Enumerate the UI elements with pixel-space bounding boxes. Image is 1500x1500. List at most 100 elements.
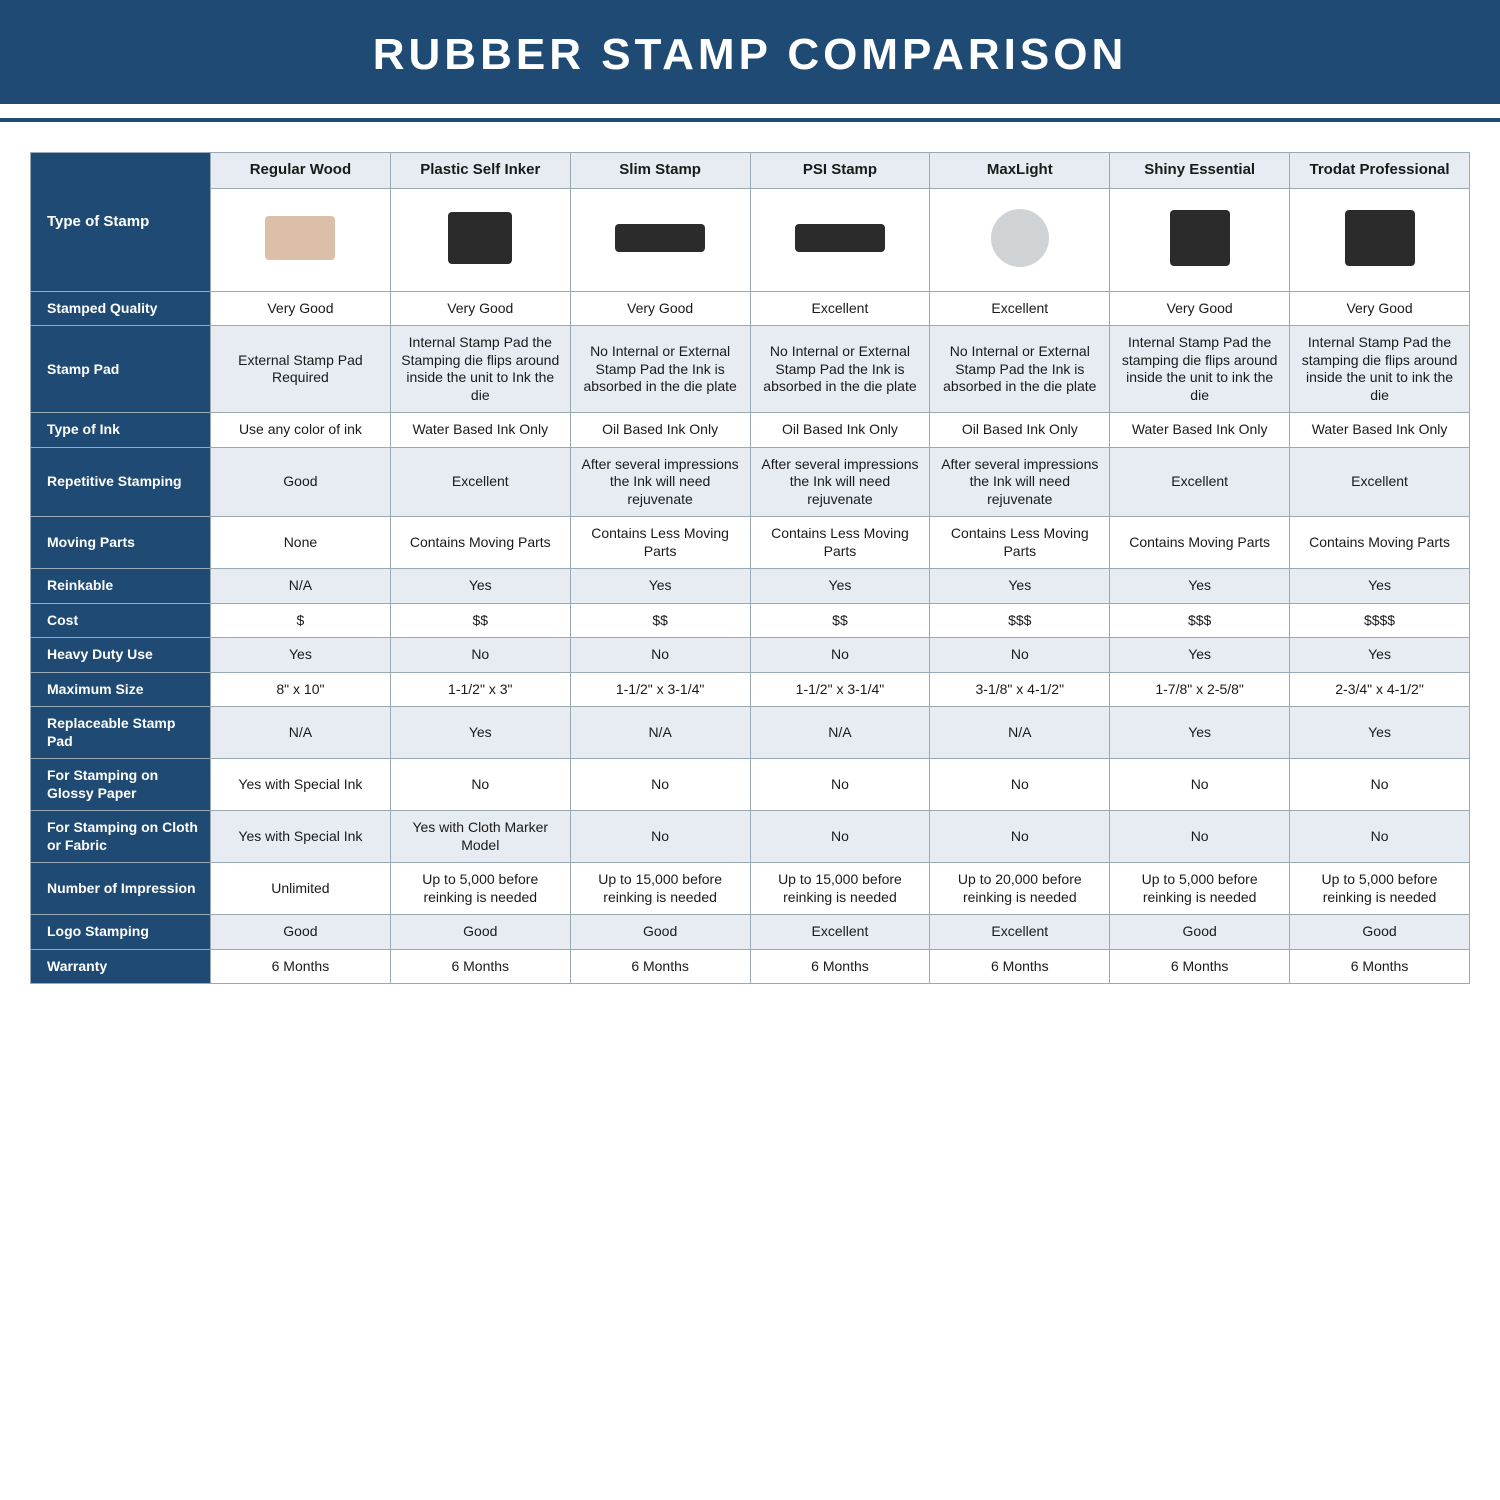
- table-cell: Yes: [1290, 569, 1470, 604]
- table-cell: Oil Based Ink Only: [570, 413, 750, 448]
- table-cell: Up to 5,000 before reinking is needed: [390, 863, 570, 915]
- title-band: RUBBER STAMP COMPARISON: [0, 0, 1500, 104]
- col-header: PSI Stamp: [750, 153, 930, 189]
- table-row: Repetitive StampingGoodExcellentAfter se…: [31, 447, 1470, 517]
- table-cell: Very Good: [1290, 291, 1470, 326]
- col-header: MaxLight: [930, 153, 1110, 189]
- page-title: RUBBER STAMP COMPARISON: [0, 30, 1500, 80]
- table-cell: Contains Less Moving Parts: [930, 517, 1110, 569]
- table-row: Replaceable Stamp PadN/AYesN/AN/AN/AYesY…: [31, 707, 1470, 759]
- table-cell: Yes: [750, 569, 930, 604]
- table-cell: $$$: [930, 603, 1110, 638]
- row-header: Reinkable: [31, 569, 211, 604]
- table-cell: No: [750, 759, 930, 811]
- table-cell: Yes: [390, 707, 570, 759]
- table-cell: After several impressions the Ink will n…: [750, 447, 930, 517]
- col-header: Regular Wood: [211, 153, 391, 189]
- table-cell: 6 Months: [1110, 949, 1290, 984]
- table-cell: Up to 5,000 before reinking is needed: [1110, 863, 1290, 915]
- image-row: [31, 188, 1470, 291]
- table-cell: $$: [750, 603, 930, 638]
- row-header: Logo Stamping: [31, 915, 211, 950]
- stamp-image-cell: [390, 188, 570, 291]
- table-cell: Good: [1290, 915, 1470, 950]
- stamp-image-cell: [211, 188, 391, 291]
- table-row: Cost$$$$$$$$$$$$$$$$$: [31, 603, 1470, 638]
- row-header: For Stamping on Cloth or Fabric: [31, 811, 211, 863]
- table-cell: Very Good: [390, 291, 570, 326]
- comparison-table: Type of Stamp Regular Wood Plastic Self …: [30, 152, 1470, 984]
- table-cell: N/A: [750, 707, 930, 759]
- table-cell: 3-1/8" x 4-1/2": [930, 672, 1110, 707]
- table-cell: No: [390, 759, 570, 811]
- table-cell: No: [930, 638, 1110, 673]
- table-cell: No: [570, 638, 750, 673]
- table-cell: None: [211, 517, 391, 569]
- table-cell: 6 Months: [390, 949, 570, 984]
- table-row: ReinkableN/AYesYesYesYesYesYes: [31, 569, 1470, 604]
- page: RUBBER STAMP COMPARISON Type of Stamp Re…: [0, 0, 1500, 1500]
- stamp-image-cell: [930, 188, 1110, 291]
- col-header: Plastic Self Inker: [390, 153, 570, 189]
- table-cell: Yes: [211, 638, 391, 673]
- table-cell: $$: [570, 603, 750, 638]
- table-cell: Very Good: [211, 291, 391, 326]
- table-cell: Good: [1110, 915, 1290, 950]
- table-cell: No: [1290, 759, 1470, 811]
- table-cell: Up to 15,000 before reinking is needed: [750, 863, 930, 915]
- stamp-image-cell: [570, 188, 750, 291]
- wood-stamp-icon: [265, 216, 335, 260]
- table-cell: Oil Based Ink Only: [750, 413, 930, 448]
- table-cell: Excellent: [930, 915, 1110, 950]
- table-cell: Water Based Ink Only: [1290, 413, 1470, 448]
- table-row: Maximum Size8" x 10"1-1/2" x 3"1-1/2" x …: [31, 672, 1470, 707]
- table-cell: N/A: [570, 707, 750, 759]
- table-cell: N/A: [211, 569, 391, 604]
- table-cell: No: [1110, 811, 1290, 863]
- table-cell: Yes: [1110, 569, 1290, 604]
- table-cell: Yes with Cloth Marker Model: [390, 811, 570, 863]
- table-cell: No: [1110, 759, 1290, 811]
- table-cell: Excellent: [750, 915, 930, 950]
- table-cell: Water Based Ink Only: [390, 413, 570, 448]
- table-cell: Yes: [1110, 707, 1290, 759]
- table-cell: Good: [570, 915, 750, 950]
- row-header: Repetitive Stamping: [31, 447, 211, 517]
- row-header: Heavy Duty Use: [31, 638, 211, 673]
- trodat-professional-icon: [1345, 210, 1415, 266]
- table-cell: Good: [211, 915, 391, 950]
- table-row: For Stamping on Glossy PaperYes with Spe…: [31, 759, 1470, 811]
- maxlight-icon: [991, 209, 1049, 267]
- stamp-image-cell: [750, 188, 930, 291]
- table-cell: No Internal or External Stamp Pad the In…: [750, 326, 930, 413]
- row-header: Stamp Pad: [31, 326, 211, 413]
- table-cell: Excellent: [1290, 447, 1470, 517]
- row-header: Cost: [31, 603, 211, 638]
- table-cell: Very Good: [1110, 291, 1290, 326]
- plastic-self-inker-icon: [448, 212, 512, 264]
- row-header: Maximum Size: [31, 672, 211, 707]
- table-cell: Oil Based Ink Only: [930, 413, 1110, 448]
- table-cell: 2-3/4" x 4-1/2": [1290, 672, 1470, 707]
- table-cell: No: [570, 759, 750, 811]
- table-cell: 6 Months: [750, 949, 930, 984]
- col-header: Trodat Professional: [1290, 153, 1470, 189]
- table-cell: No: [930, 811, 1110, 863]
- table-cell: Excellent: [390, 447, 570, 517]
- table-cell: 6 Months: [1290, 949, 1470, 984]
- table-cell: Yes with Special Ink: [211, 811, 391, 863]
- row-header: Warranty: [31, 949, 211, 984]
- row-header: Moving Parts: [31, 517, 211, 569]
- table-cell: $: [211, 603, 391, 638]
- table-cell: 8" x 10": [211, 672, 391, 707]
- table-cell: Internal Stamp Pad the Stamping die flip…: [390, 326, 570, 413]
- table-cell: Contains Moving Parts: [1290, 517, 1470, 569]
- table-cell: Contains Less Moving Parts: [750, 517, 930, 569]
- table-cell: Up to 15,000 before reinking is needed: [570, 863, 750, 915]
- table-row: Heavy Duty UseYesNoNoNoNoYesYes: [31, 638, 1470, 673]
- table-cell: Up to 5,000 before reinking is needed: [1290, 863, 1470, 915]
- table-cell: No Internal or External Stamp Pad the In…: [570, 326, 750, 413]
- table-cell: N/A: [211, 707, 391, 759]
- table-cell: 6 Months: [570, 949, 750, 984]
- table-cell: Yes: [390, 569, 570, 604]
